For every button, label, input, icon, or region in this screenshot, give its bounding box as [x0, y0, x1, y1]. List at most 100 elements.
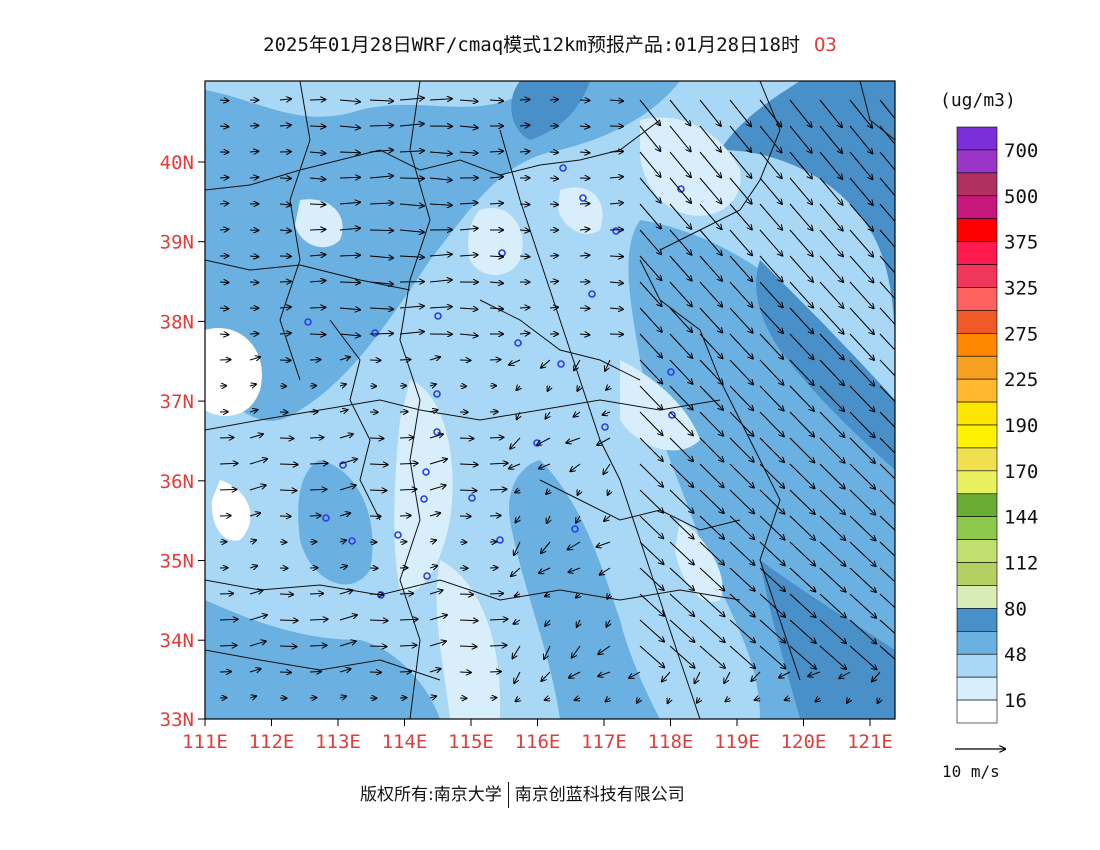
- wind-arrow: [516, 515, 521, 522]
- wind-arrow: [729, 177, 752, 204]
- wind-arrow: [879, 411, 895, 429]
- wind-arrow: [399, 437, 413, 438]
- wind-arrow: [639, 385, 662, 409]
- wind-arrow: [669, 229, 692, 255]
- wind-arrow: [849, 307, 874, 334]
- wind-arrow: [515, 594, 520, 596]
- wind-arrow: [339, 152, 360, 153]
- wind-arrow: [339, 410, 347, 412]
- wind-arrow: [669, 99, 691, 126]
- colorbar-segment: [956, 631, 998, 655]
- colorbar-segment: [956, 149, 998, 174]
- wind-arrow: [577, 619, 580, 627]
- wind-arrow: [759, 99, 781, 127]
- wind-arrow: [429, 513, 440, 516]
- wind-arrow: [399, 645, 417, 646]
- wind-arrow: [759, 593, 785, 617]
- wind-arrow: [699, 151, 721, 178]
- colorbar: 700 500 375 325 275 225 190 170 144 112 80 48 16: [956, 126, 1038, 724]
- wind-arrow: [849, 333, 874, 360]
- wind-arrow: [878, 698, 880, 703]
- colorbar-label: 48: [1004, 644, 1027, 666]
- colorbar-segment: [956, 241, 998, 265]
- wind-arrow: [219, 229, 228, 230]
- wind-arrow: [279, 646, 297, 647]
- wind-arrow: [816, 698, 821, 702]
- wind-arrow: [339, 384, 346, 386]
- wind-arrow: [339, 282, 360, 283]
- wind-arrow: [603, 412, 611, 415]
- wind-arrow: [751, 671, 761, 681]
- wind-arrow: [459, 152, 478, 153]
- wind-arrow: [639, 333, 662, 358]
- colorbar-segment: [956, 562, 998, 586]
- wind-arrow: [219, 438, 233, 439]
- colorbar-unit: (ug/m3): [940, 90, 1016, 111]
- wind-arrow: [819, 489, 845, 514]
- wind-arrow: [519, 256, 529, 257]
- wind-arrow: [249, 126, 258, 127]
- wind-arrow: [609, 203, 623, 204]
- lon-label: 119E: [714, 731, 760, 753]
- wind-arrow: [639, 99, 660, 125]
- wind-arrow: [639, 177, 661, 203]
- lon-label: 112E: [249, 731, 295, 753]
- wind-arrow: [519, 204, 529, 205]
- wind-arrow: [847, 698, 850, 703]
- wind-arrow: [546, 411, 551, 419]
- wind-arrow: [309, 307, 325, 308]
- wind-arrow: [639, 255, 661, 280]
- wind-arrow: [819, 99, 842, 127]
- wind-arrow: [429, 178, 452, 180]
- wind-arrow: [279, 333, 291, 334]
- wind-arrow: [279, 178, 291, 179]
- wind-arrow: [849, 411, 875, 437]
- wind-arrow: [489, 177, 503, 178]
- wind-arrow: [819, 307, 844, 334]
- wind-arrow: [639, 125, 660, 151]
- wind-arrow: [596, 541, 611, 547]
- wind-arrow: [517, 411, 520, 419]
- species-label: O3: [813, 34, 837, 56]
- colorbar-segment: [956, 264, 998, 288]
- wind-arrow: [459, 100, 478, 101]
- wind-arrow: [369, 308, 393, 309]
- wind-arrow: [789, 437, 814, 462]
- colorbar-segment: [956, 699, 998, 724]
- wind-arrow: [309, 255, 325, 256]
- wind-arrow: [819, 359, 844, 385]
- wind-arrow: [489, 360, 500, 361]
- colorbar-label: 275: [1004, 323, 1038, 345]
- wind-arrow: [789, 151, 812, 179]
- wind-arrow: [219, 489, 236, 490]
- wind-arrow: [399, 204, 424, 206]
- wind-arrow: [729, 203, 752, 230]
- wind-arrow: [514, 671, 521, 683]
- wind-arrow: [545, 698, 550, 700]
- wind-arrow: [309, 437, 323, 438]
- wind-arrow: [509, 463, 521, 469]
- wind-arrow: [399, 593, 413, 594]
- wind-arrow: [519, 230, 529, 231]
- wind-arrow: [249, 696, 256, 698]
- wind-arrow: [519, 307, 529, 308]
- wind-arrow: [699, 359, 723, 384]
- colorbar-label: 700: [1004, 140, 1038, 162]
- wind-arrow: [699, 411, 723, 436]
- wind-arrow: [339, 202, 360, 204]
- wind-arrow: [279, 230, 291, 231]
- wind-arrow: [819, 593, 846, 618]
- wind-arrow: [699, 385, 723, 410]
- wind-arrow: [509, 359, 521, 365]
- wind-arrow: [459, 672, 471, 673]
- wind-arrow: [339, 641, 356, 647]
- wind-arrow: [729, 619, 755, 642]
- wind-arrow: [249, 256, 258, 257]
- wind-arrow: [729, 307, 753, 333]
- wind-arrow: [819, 437, 845, 463]
- wind-arrow: [429, 615, 447, 621]
- wind-arrow: [849, 619, 876, 644]
- lon-label: 113E: [315, 731, 361, 753]
- wind-arrow: [849, 567, 876, 592]
- wind-arrow: [309, 126, 325, 127]
